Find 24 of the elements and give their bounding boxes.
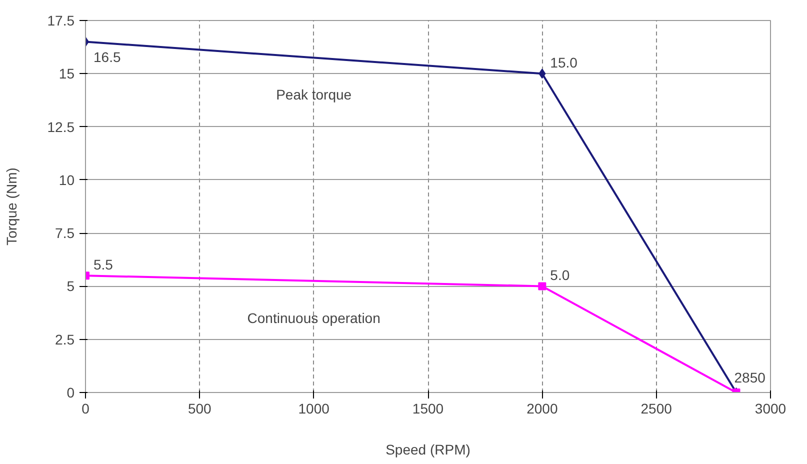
y-tick-label: 10 <box>58 172 75 188</box>
data-label: 5.5 <box>94 256 114 273</box>
series-label: Peak torque <box>276 86 352 103</box>
data-label: 5.0 <box>550 267 570 284</box>
x-tick-label: 3000 <box>754 400 786 416</box>
y-tick-label: 5 <box>66 278 75 294</box>
y-tick-label: 0 <box>66 384 75 400</box>
y-tick-label: 2.5 <box>55 331 75 348</box>
x-tick-label: 2000 <box>526 400 558 416</box>
x-tick-label: 1500 <box>412 400 444 416</box>
x-tick-label: 1000 <box>298 400 330 416</box>
data-label: 15.0 <box>550 54 578 71</box>
y-tick-label: 15 <box>58 66 75 82</box>
x-tick-label: 2500 <box>640 400 672 416</box>
series-label: Continuous operation <box>247 310 380 326</box>
x-tick-label: 500 <box>188 400 212 416</box>
x-tick-label: 0 <box>82 400 90 416</box>
y-tick-label: 7.5 <box>55 225 75 242</box>
y-axis-title: Torque (Nm) <box>3 168 20 246</box>
y-tick-label: 17.5 <box>47 12 75 28</box>
y-tick-label: 12.5 <box>47 118 75 135</box>
annotation: 2850 <box>734 370 766 386</box>
x-axis-title: Speed (RPM) <box>386 442 470 458</box>
data-label: 16.5 <box>94 48 121 65</box>
